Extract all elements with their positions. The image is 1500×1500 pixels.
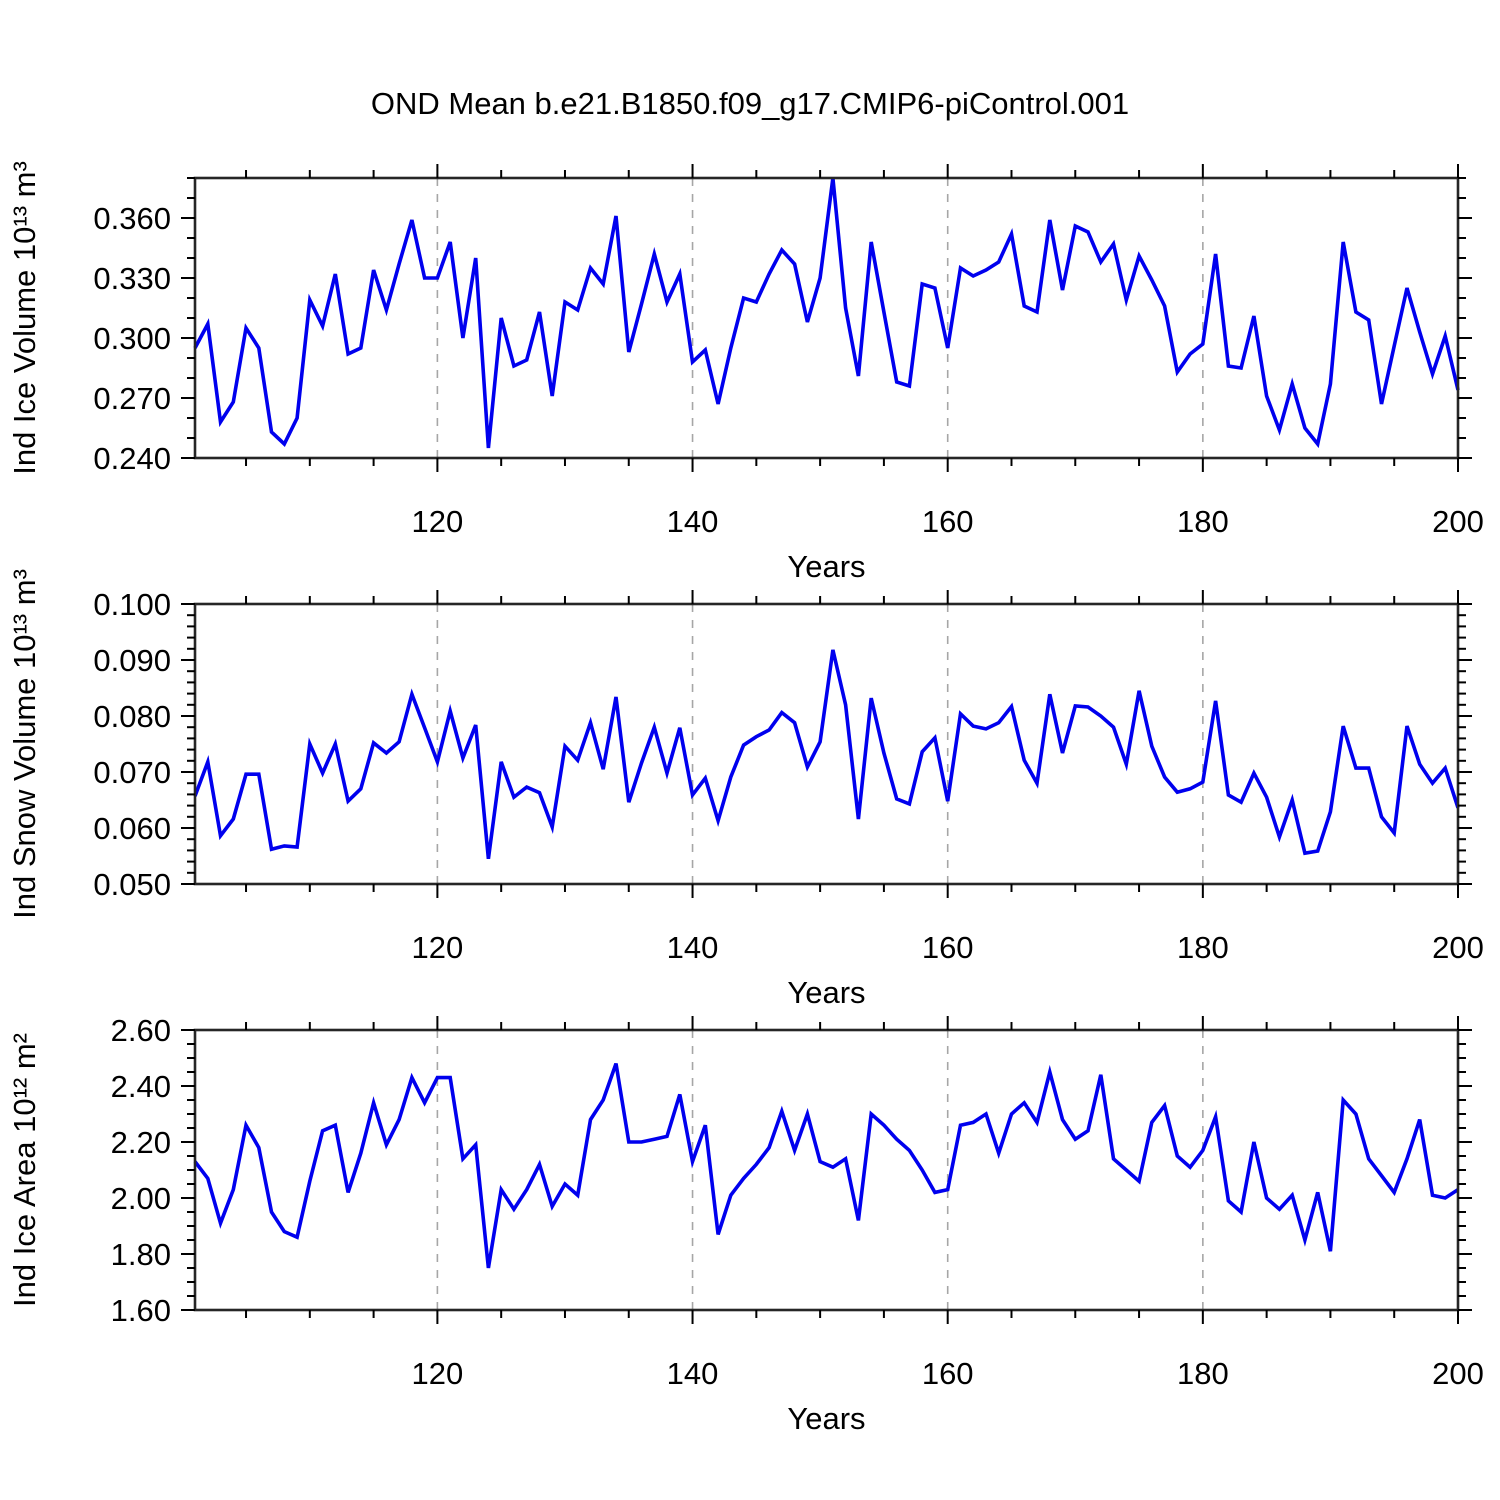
y-tick-label: 0.100 <box>93 587 171 622</box>
axis-ticks <box>181 1016 1472 1324</box>
snow-volume-series-line <box>193 649 1460 860</box>
y-tick-label: 2.40 <box>111 1069 171 1104</box>
y-tick-label: 2.20 <box>111 1125 171 1160</box>
x-tick-label: 140 <box>667 504 719 539</box>
ice-volume-series-line <box>193 177 1460 449</box>
x-tick-label: 180 <box>1177 1356 1229 1391</box>
x-tick-label: 160 <box>922 504 974 539</box>
plot-frame <box>193 1028 1460 1312</box>
ice-volume-y-axis-title: Ind Ice Volume 10¹³ m³ <box>7 161 42 475</box>
panel-ice-volume: 0.240 0.270 0.300 0.330 0.360 120 140 160 180 200… <box>7 161 1484 584</box>
y-tick-label: 0.300 <box>93 321 171 356</box>
y-tick-label: 0.080 <box>93 699 171 734</box>
x-tick-label: 160 <box>922 930 974 965</box>
ice-volume-x-axis-title: Years <box>787 549 865 584</box>
plot-frame <box>193 602 1460 886</box>
x-tick-label: 140 <box>667 930 719 965</box>
y-tick-label: 2.60 <box>111 1013 171 1048</box>
x-tick-label: 180 <box>1177 504 1229 539</box>
x-tick-label: 200 <box>1432 504 1484 539</box>
x-tick-label: 120 <box>412 504 464 539</box>
panel-snow-volume: 0.050 0.060 0.070 0.080 0.090 0.100 120 140 160 1… <box>7 569 1484 1010</box>
y-tick-label: 1.80 <box>111 1237 171 1272</box>
x-tick-label: 120 <box>412 1356 464 1391</box>
x-tick-label: 140 <box>667 1356 719 1391</box>
axis-ticks <box>181 590 1472 898</box>
y-tick-label: 0.270 <box>93 381 171 416</box>
figure-title: OND Mean b.e21.B1850.f09_g17.CMIP6-piCon… <box>370 86 1130 121</box>
ice-area-series-line <box>193 1063 1459 1269</box>
x-tick-label: 160 <box>922 1356 974 1391</box>
y-tick-label: 0.060 <box>93 811 171 846</box>
x-tick-label: 180 <box>1177 930 1229 965</box>
ice-area-y-axis-title: Ind Ice Area 10¹² m² <box>7 1033 42 1307</box>
y-tick-label: 0.360 <box>93 201 171 236</box>
panel-ice-area: 1.60 1.80 2.00 2.20 2.40 2.60 120 140 160 180 200 Y… <box>7 1013 1484 1436</box>
y-tick-label: 0.050 <box>93 867 171 902</box>
x-tick-label: 200 <box>1432 930 1484 965</box>
y-tick-label: 0.240 <box>93 441 171 476</box>
x-tick-label: 120 <box>412 930 464 965</box>
y-tick-label: 2.00 <box>111 1181 171 1216</box>
y-tick-label: 0.090 <box>93 643 171 678</box>
y-tick-label: 0.070 <box>93 755 171 790</box>
x-tick-label: 200 <box>1432 1356 1484 1391</box>
y-tick-label: 0.330 <box>93 261 171 296</box>
y-tick-label: 1.60 <box>111 1293 171 1328</box>
snow-volume-y-axis-title: Ind Snow Volume 10¹³ m³ <box>7 569 42 919</box>
snow-volume-x-axis-title: Years <box>787 975 865 1010</box>
ice-area-x-axis-title: Years <box>787 1401 865 1436</box>
axis-ticks <box>181 164 1472 472</box>
